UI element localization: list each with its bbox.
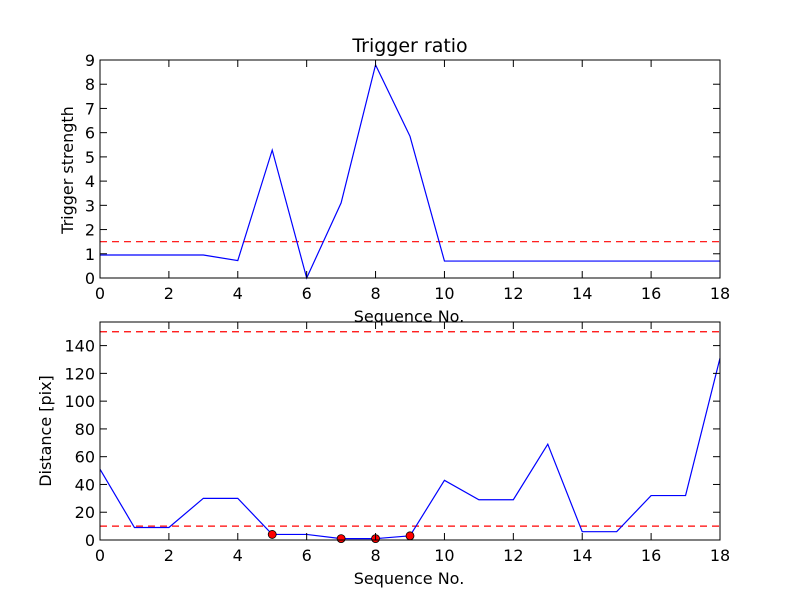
- data-point-marker-3: [405, 531, 415, 541]
- x-tick-label: 6: [302, 284, 312, 303]
- x-tick-label: 18: [710, 284, 730, 303]
- x-tick-label: 0: [95, 546, 105, 565]
- y-tick-label: 140: [64, 337, 95, 356]
- x-tick-label: 8: [370, 546, 380, 565]
- distance-chart: Sequence No. Distance [pix] 0 2 4 6 8 10 12 14 1…: [36, 321, 730, 588]
- y-tick-label: 120: [64, 364, 95, 383]
- trigger-ratio-chart: Trigger ratio Sequence No. Trigger stren…: [58, 35, 730, 326]
- x-tick-label: 0: [95, 284, 105, 303]
- data-point-marker-1: [336, 534, 346, 544]
- y-tick-label: 100: [64, 392, 95, 411]
- x-tick-label: 6: [302, 546, 312, 565]
- series-line: [99, 357, 721, 540]
- x-tick-label: 16: [641, 284, 661, 303]
- x-tick-label: 4: [233, 284, 243, 303]
- y-tick-label: 0: [85, 269, 95, 288]
- x-tick-label: 18: [710, 546, 730, 565]
- x-tick-label: 2: [164, 546, 174, 565]
- plot-frame: [99, 321, 721, 541]
- x-tick-label: 16: [641, 546, 661, 565]
- x-tick-label: 14: [572, 284, 592, 303]
- y-tick-label: 40: [75, 475, 95, 494]
- series-line: [100, 63, 720, 280]
- x-tick-label: 2: [164, 284, 174, 303]
- y-tick-label: 2: [85, 221, 95, 240]
- y-tick-label: 4: [85, 172, 95, 191]
- y-tick-label: 8: [85, 75, 95, 94]
- x-tick-label: 14: [572, 546, 592, 565]
- y-tick-label: 1: [85, 245, 95, 264]
- x-tick-label: 10: [434, 284, 454, 303]
- y-tick-label: 7: [85, 99, 95, 118]
- y-tick-label: 5: [85, 148, 95, 167]
- x-tick-label: 4: [233, 546, 243, 565]
- y-tick-label: 80: [75, 420, 95, 439]
- chart-title: Trigger ratio: [351, 35, 467, 57]
- y-tick-label: 60: [75, 448, 95, 467]
- data-point-marker-0: [267, 530, 277, 539]
- y-tick-label: 3: [85, 196, 95, 215]
- x-axis-label: Sequence No.: [354, 307, 465, 326]
- plot-frame: [99, 59, 721, 279]
- y-axis-label: Distance [pix]: [36, 375, 55, 487]
- x-tick-label: 12: [503, 546, 523, 565]
- x-tick-label: 10: [434, 546, 454, 565]
- y-tick-label: 20: [75, 503, 95, 522]
- y-tick-label: 0: [85, 531, 95, 550]
- y-tick-label: 9: [85, 51, 95, 70]
- y-tick-label: 6: [85, 124, 95, 143]
- x-tick-label: 8: [370, 284, 380, 303]
- x-tick-label: 12: [503, 284, 523, 303]
- x-axis-label: Sequence No.: [354, 569, 465, 588]
- y-axis-label: Trigger strength: [58, 106, 77, 235]
